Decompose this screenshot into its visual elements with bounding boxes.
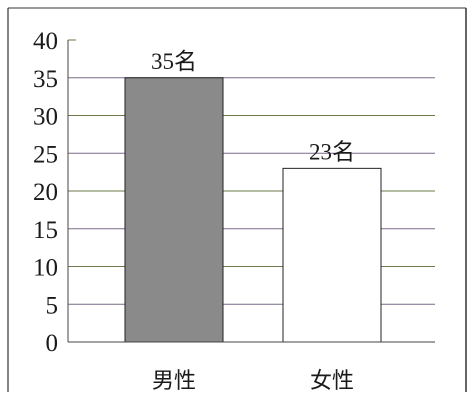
y-tick-labels: 0 5 10 15 20 25 30 35 40 (33, 28, 58, 357)
y-tick-label-20: 20 (33, 179, 58, 206)
y-tick-label-35: 35 (33, 66, 58, 93)
bar-female (282, 167, 382, 343)
y-tick-label-10: 10 (33, 255, 58, 282)
category-label-female: 女性 (310, 369, 354, 394)
y-tick-label-5: 5 (46, 292, 59, 319)
bars (124, 77, 382, 343)
chart-border (7, 7, 467, 392)
bar-male (124, 77, 224, 343)
data-label-male: 35名 (151, 49, 197, 74)
y-tick-label-30: 30 (33, 104, 58, 131)
data-labels: 35名 23名 (151, 49, 355, 165)
category-labels: 男性 女性 (152, 369, 354, 394)
y-tick-label-40: 40 (33, 28, 58, 55)
y-axis (67, 40, 435, 343)
y-tick-label-25: 25 (33, 141, 58, 168)
y-tick-label-15: 15 (33, 217, 58, 244)
data-label-female: 23名 (309, 139, 355, 164)
category-label-male: 男性 (152, 369, 196, 394)
y-tick-label-0: 0 (46, 330, 59, 357)
